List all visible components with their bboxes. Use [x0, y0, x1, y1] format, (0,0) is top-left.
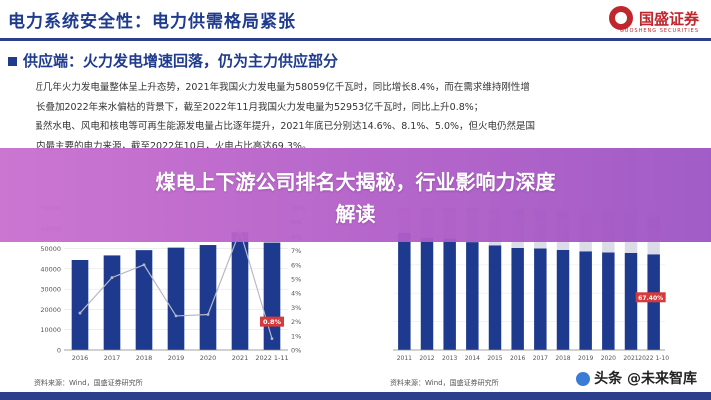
- brand-name: 国盛证券: [638, 9, 699, 28]
- y-tick-label: 30000: [40, 286, 61, 294]
- x-tick-label: 2013: [442, 355, 457, 362]
- y-tick-label: 10000: [40, 326, 61, 334]
- stacked-segment: [398, 232, 411, 350]
- x-tick-label: 2022 1-11: [255, 354, 288, 362]
- x-tick-label: 2019: [168, 354, 185, 362]
- yoy-point: [270, 337, 274, 341]
- banner-title-line1: 煤电上下游公司排名大揭秘，行业影响力深度: [155, 170, 556, 194]
- x-tick-label: 2017: [533, 355, 548, 362]
- x-tick-label: 2015: [487, 355, 502, 362]
- watermark-text: 头条 @未来智库: [594, 371, 697, 387]
- bullet-line: 长叠加2022年来水偏枯的背景下，截至2022年11月我国火力发电量为52953…: [36, 102, 484, 113]
- stacked-segment: [602, 252, 615, 350]
- header-bar: 电力系统安全性：电力供需格局紧张 国盛证券 GUOSHENG SECURITIE…: [0, 0, 711, 41]
- chart-source-right: 资料来源：Wind，国盛证券研究所: [390, 379, 499, 387]
- bar: [231, 232, 249, 350]
- annotation-box: [260, 316, 284, 327]
- section-title-text: 供应端：火力发电增速回落，仍为主力供应部分: [23, 52, 339, 70]
- x-tick-label: 2021: [232, 354, 249, 362]
- bar: [263, 242, 281, 350]
- stacked-segment: [511, 247, 524, 350]
- bullet-line: 虽然水电、风电和核电等可再生能源发电量占比逐年提升，2021年底已分别达14.6…: [36, 117, 686, 137]
- bar: [71, 259, 89, 350]
- stacked-segment: [420, 237, 434, 350]
- stacked-segment: [534, 248, 547, 350]
- brand-subtitle: GUOSHENG SECURITIES: [619, 28, 699, 34]
- y2-tick-label: 6%: [291, 261, 301, 269]
- annotation-label: 67.40%: [638, 295, 663, 302]
- bullet-line: 内最主要的电力来源，截至2022年10月，火电占比高达69.3%。: [36, 141, 312, 152]
- toutiao-icon: [576, 372, 591, 386]
- y2-tick-label: 1%: [291, 332, 301, 340]
- y2-tick-label: 7%: [291, 247, 301, 255]
- yoy-point: [174, 314, 178, 318]
- x-tick-label: 2022 1-10: [638, 355, 669, 362]
- y2-tick-label: 4%: [291, 290, 301, 298]
- y-tick-label: 20000: [40, 306, 61, 314]
- stacked-segment: [579, 251, 592, 350]
- title-banner: 煤电上下游公司排名大揭秘，行业影响力深度 解读: [0, 148, 711, 242]
- x-tick-label: 2018: [136, 354, 153, 362]
- banner-title-line2: 解读: [335, 202, 376, 226]
- yoy-point: [110, 276, 114, 279]
- x-tick-label: 2020: [601, 355, 616, 362]
- y2-tick-label: 5%: [291, 276, 301, 284]
- footer-bar: [0, 392, 711, 400]
- x-tick-label: 2017: [104, 354, 121, 362]
- stacked-segment: [443, 238, 456, 350]
- y-tick-label: 40000: [40, 265, 61, 273]
- x-tick-label: 2018: [555, 355, 570, 362]
- x-tick-label: 2016: [510, 355, 525, 362]
- section-title: 供应端：火力发电增速回落，仍为主力供应部分: [8, 50, 338, 71]
- y2-tick-label: 2%: [291, 318, 301, 326]
- x-tick-label: 2020: [200, 354, 217, 362]
- stacked-segment: [556, 249, 570, 350]
- bar: [135, 250, 153, 350]
- y2-tick-label: 3%: [291, 304, 301, 312]
- x-tick-label: 2011: [397, 355, 412, 362]
- x-tick-label: 2012: [419, 355, 434, 362]
- x-tick-label: 2016: [72, 354, 89, 362]
- square-bullet-icon: [8, 57, 17, 66]
- brand-mark-icon: [608, 6, 633, 30]
- annotation-box: [635, 292, 666, 303]
- stacked-segment: [488, 245, 502, 350]
- stacked-segment: [466, 242, 479, 350]
- x-tick-label: 2021: [623, 355, 638, 362]
- bar: [199, 245, 217, 350]
- yoy-point: [78, 311, 82, 315]
- yoy-point: [142, 263, 146, 267]
- y2-tick-label: 0%: [291, 347, 301, 355]
- annotation-label: 0.8%: [263, 318, 282, 326]
- stacked-segment: [624, 252, 638, 350]
- bullet-list: 近几年火力发电量整体呈上升态势，2021年我国火力发电量为58059亿千瓦时，同…: [36, 78, 686, 156]
- x-tick-label: 2014: [465, 355, 480, 362]
- x-tick-label: 2019: [578, 355, 593, 362]
- chart-source-left: 资料来源：Wind，国盛证券研究所: [34, 379, 143, 387]
- y-tick-label: 0: [57, 347, 61, 355]
- bar: [167, 247, 185, 350]
- yoy-point: [206, 313, 210, 316]
- brand-logo: 国盛证券 GUOSHENG SECURITIES: [608, 6, 699, 34]
- watermark: 头条 @未来智库: [576, 368, 697, 388]
- y-tick-label: 50000: [40, 245, 61, 253]
- bar: [103, 255, 121, 350]
- bullet-line: 近几年火力发电量整体呈上升态势，2021年我国火力发电量为58059亿千瓦时，同…: [36, 78, 686, 98]
- page-title: 电力系统安全性：电力供需格局紧张: [8, 12, 296, 32]
